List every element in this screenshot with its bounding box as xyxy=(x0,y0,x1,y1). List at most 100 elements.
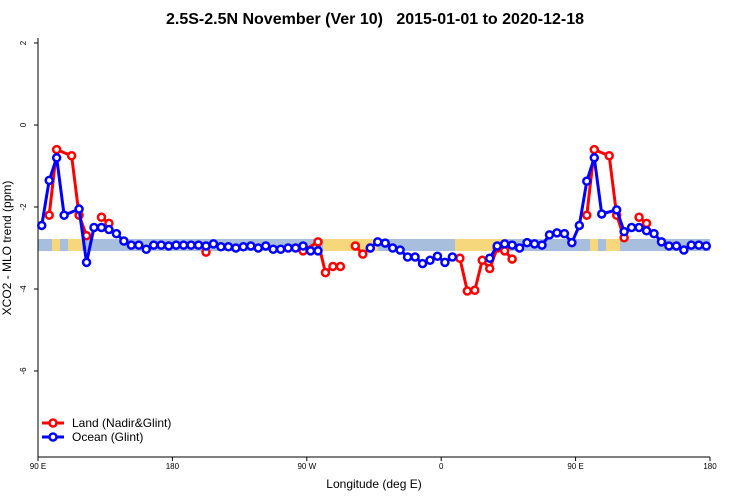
data-point xyxy=(186,240,196,250)
data-point xyxy=(156,240,166,250)
y-tick-label: -4 xyxy=(19,285,28,293)
legend-marker xyxy=(48,418,58,428)
data-point xyxy=(66,151,77,161)
data-point xyxy=(656,237,667,247)
data-point xyxy=(208,239,219,249)
data-point xyxy=(387,243,398,253)
data-point xyxy=(484,263,495,274)
data-point xyxy=(589,144,600,155)
data-point xyxy=(507,254,517,264)
data-point xyxy=(470,285,480,295)
data-point xyxy=(365,243,376,253)
data-point xyxy=(514,243,525,253)
land-band xyxy=(606,239,620,251)
data-point xyxy=(163,241,174,251)
data-point xyxy=(634,212,644,222)
data-point xyxy=(611,205,622,215)
data-point xyxy=(507,240,517,250)
data-point xyxy=(440,257,450,268)
data-point xyxy=(44,210,54,220)
data-point xyxy=(410,252,420,262)
data-point xyxy=(462,286,473,296)
legend-label: Land (Nadir&Glint) xyxy=(72,416,171,430)
data-point xyxy=(567,237,577,248)
data-point xyxy=(44,175,54,186)
data-point xyxy=(484,253,495,263)
data-point xyxy=(432,251,443,261)
data-point xyxy=(350,241,361,251)
data-point xyxy=(664,241,674,251)
land-band xyxy=(52,239,60,251)
y-tick-label: -2 xyxy=(19,203,28,211)
land-band xyxy=(68,239,82,251)
data-point xyxy=(694,240,704,250)
data-point xyxy=(223,242,234,252)
data-point xyxy=(589,153,600,163)
data-point xyxy=(701,241,712,251)
y-tick-label: 2 xyxy=(19,40,28,45)
data-point xyxy=(313,246,323,256)
data-point xyxy=(559,228,570,239)
data-point xyxy=(178,240,189,250)
y-tick-label: -6 xyxy=(19,367,28,375)
data-point xyxy=(268,244,278,254)
data-point xyxy=(119,236,129,246)
data-point xyxy=(395,245,405,255)
data-point xyxy=(260,241,271,251)
data-point xyxy=(96,222,107,233)
x-tick-label: 90 W xyxy=(297,462,316,471)
series-line xyxy=(47,147,648,293)
data-point xyxy=(686,240,697,250)
data-point xyxy=(111,228,122,239)
legend-marker xyxy=(48,432,58,442)
data-point xyxy=(81,257,92,268)
data-point xyxy=(372,237,383,247)
data-point xyxy=(492,241,502,251)
land-band xyxy=(590,239,598,251)
data-point xyxy=(216,242,226,252)
data-point xyxy=(171,240,181,250)
data-point xyxy=(253,243,264,253)
data-point xyxy=(552,228,562,238)
x-tick-label: 90 E xyxy=(30,462,46,471)
data-point xyxy=(275,244,286,254)
data-point xyxy=(596,209,607,219)
data-point xyxy=(417,258,428,269)
data-point xyxy=(51,153,62,163)
data-point xyxy=(671,241,682,251)
data-point xyxy=(402,252,413,262)
data-point xyxy=(89,222,99,233)
data-point xyxy=(641,226,652,236)
legend-label: Ocean (Glint) xyxy=(72,430,143,444)
chart-title: 2.5S-2.5N November (Ver 10) 2015-01-01 t… xyxy=(166,11,584,28)
data-point xyxy=(148,240,159,250)
land-band xyxy=(323,239,378,251)
x-tick-label: 0 xyxy=(439,462,444,471)
x-tick-label: 180 xyxy=(703,462,717,471)
data-point xyxy=(522,237,532,248)
data-point xyxy=(59,210,69,220)
data-point xyxy=(126,240,137,250)
data-point xyxy=(328,261,338,272)
data-point xyxy=(649,228,659,239)
data-point xyxy=(74,204,84,214)
data-point xyxy=(447,252,458,262)
data-point xyxy=(604,151,614,161)
x-tick-label: 90 E xyxy=(567,462,583,471)
data-point xyxy=(36,220,47,231)
y-tick-label: 0 xyxy=(19,122,28,127)
data-point xyxy=(582,176,592,186)
data-point xyxy=(335,261,346,272)
data-point xyxy=(320,267,331,278)
data-point xyxy=(529,239,540,249)
data-point xyxy=(679,245,689,255)
data-point xyxy=(134,240,144,250)
data-point xyxy=(141,244,152,254)
data-point xyxy=(193,240,204,250)
data-point xyxy=(477,255,488,266)
data-point xyxy=(544,230,555,240)
data-point xyxy=(51,144,62,155)
data-point xyxy=(231,243,241,253)
data-point xyxy=(455,253,465,263)
